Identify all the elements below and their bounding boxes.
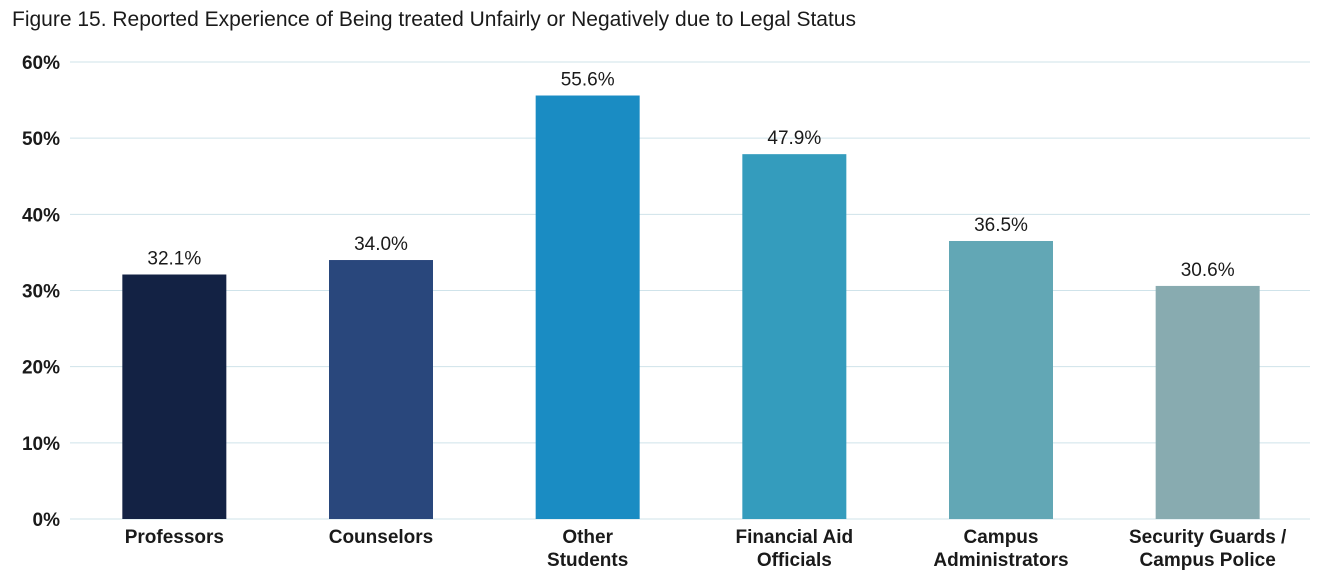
x-tick-label: Officials (757, 550, 832, 571)
bar (122, 274, 227, 519)
x-tick-label: Administrators (933, 550, 1068, 571)
y-tick-label: 10% (22, 434, 60, 455)
bar (329, 260, 433, 519)
x-tick-label: Students (547, 550, 628, 571)
bar (535, 95, 640, 519)
data-label: 47.9% (767, 128, 821, 149)
y-tick-label: 20% (22, 358, 60, 379)
x-tick-label: Campus Police (1140, 550, 1276, 571)
data-label: 34.0% (354, 234, 408, 255)
chart-title: Figure 15. Reported Experience of Being … (12, 8, 856, 31)
bar (949, 240, 1053, 519)
y-tick-label: 60% (22, 53, 60, 74)
grid-lines (70, 61, 1310, 520)
data-label: 32.1% (147, 249, 201, 270)
y-axis-ticks: 0% 10% 20% 30% 40% 50% 60% (22, 53, 60, 531)
x-tick-label: Professors (125, 527, 224, 548)
bar (1155, 285, 1260, 519)
data-label: 36.5% (974, 215, 1028, 236)
y-tick-label: 0% (33, 510, 61, 531)
x-tick-label: Financial Aid (736, 527, 854, 548)
x-tick-label: Counselors (329, 527, 434, 548)
data-labels: 32.1% 34.0% 55.6% 47.9% 36.5% 30.6% (147, 70, 1234, 281)
y-tick-label: 40% (22, 205, 60, 226)
x-tick-label: Other (562, 527, 613, 548)
data-label: 30.6% (1181, 260, 1235, 281)
x-tick-label: Security Guards / (1129, 527, 1287, 548)
bars (122, 95, 1260, 519)
x-tick-label: Campus (964, 527, 1039, 548)
y-tick-label: 50% (22, 129, 60, 150)
data-label: 55.6% (561, 70, 615, 91)
y-tick-label: 30% (22, 282, 60, 303)
bar (742, 154, 847, 519)
